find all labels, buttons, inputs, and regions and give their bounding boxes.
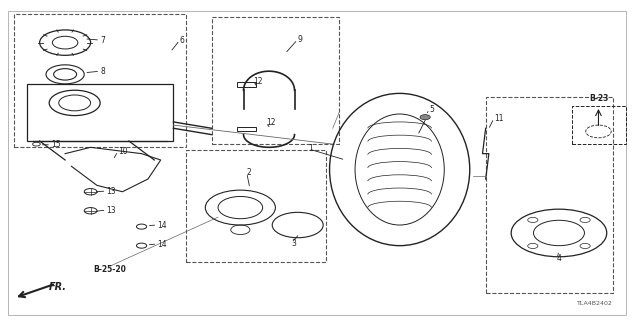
Text: 6: 6 — [180, 36, 185, 44]
Bar — [14, 14, 186, 147]
Text: 7: 7 — [100, 36, 105, 44]
Bar — [237, 82, 256, 87]
Text: 1: 1 — [308, 144, 314, 153]
Text: 5: 5 — [429, 105, 435, 114]
Text: 13: 13 — [106, 206, 116, 215]
Text: 2: 2 — [246, 168, 252, 177]
Bar — [212, 17, 339, 144]
Text: B-23: B-23 — [589, 94, 608, 103]
Text: B-25-20: B-25-20 — [93, 265, 126, 274]
Bar — [186, 150, 326, 261]
Text: 14: 14 — [157, 240, 167, 249]
Bar — [486, 97, 613, 293]
Text: 12: 12 — [266, 118, 275, 127]
Text: 9: 9 — [298, 35, 303, 44]
Bar — [237, 127, 256, 132]
Bar — [572, 106, 626, 144]
Circle shape — [420, 115, 430, 120]
Bar — [27, 84, 173, 141]
Text: 14: 14 — [157, 220, 167, 229]
Text: 15: 15 — [51, 140, 61, 149]
Text: 8: 8 — [100, 67, 105, 76]
Text: 13: 13 — [106, 187, 116, 196]
Text: 10: 10 — [118, 147, 127, 156]
Text: FR.: FR. — [49, 282, 67, 292]
Text: 3: 3 — [291, 239, 296, 248]
Text: 4: 4 — [557, 254, 562, 263]
Text: TLA4B2402: TLA4B2402 — [577, 301, 613, 306]
Text: 11: 11 — [494, 114, 504, 123]
Text: 12: 12 — [253, 77, 262, 86]
